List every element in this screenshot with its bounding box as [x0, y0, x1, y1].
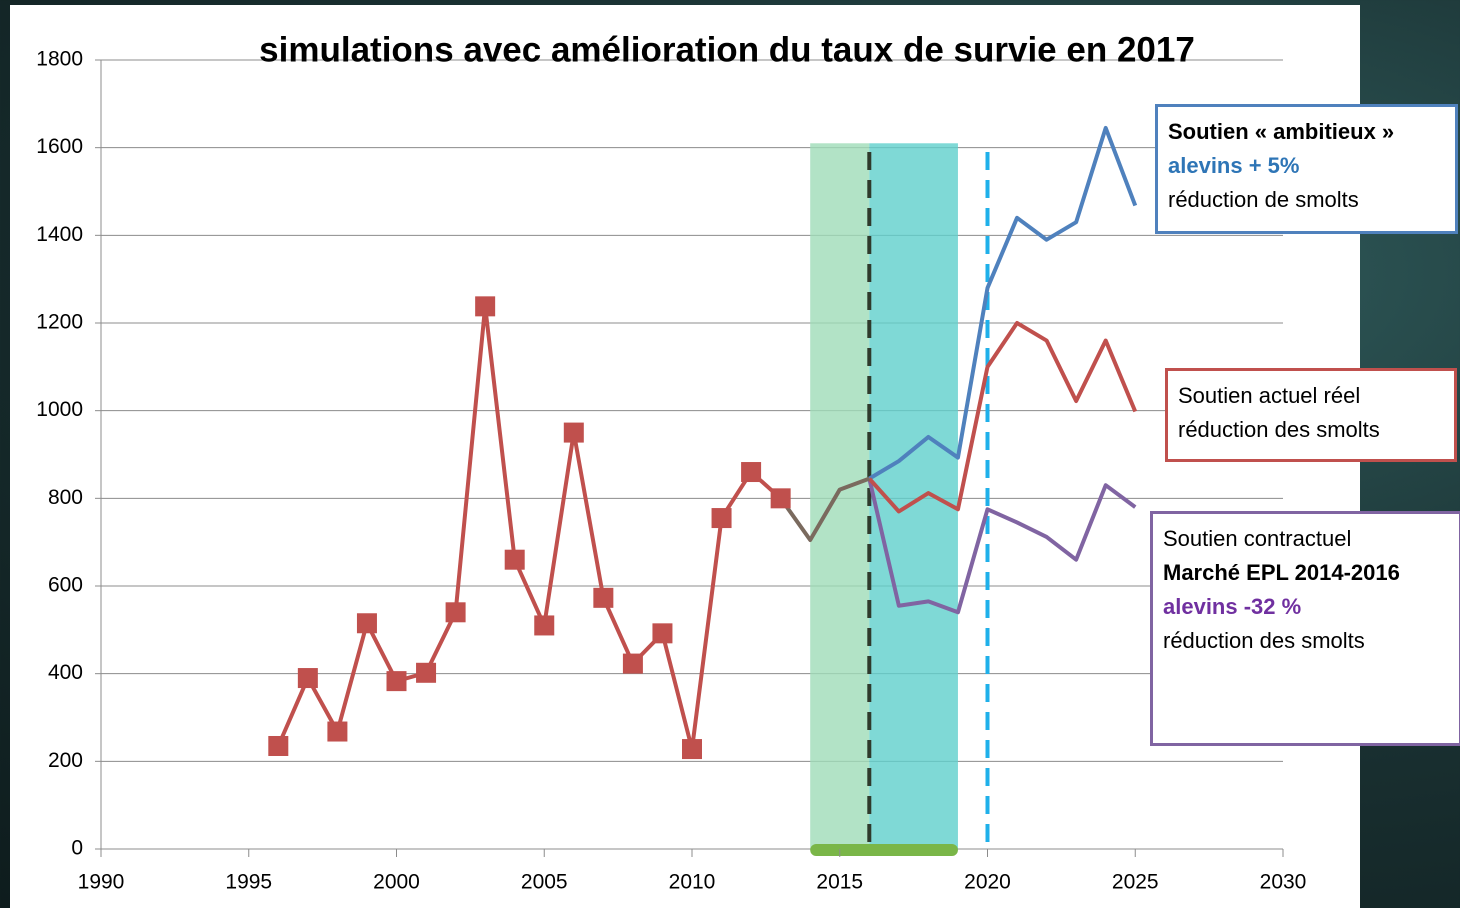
data-marker	[593, 587, 614, 608]
annotation-text: Soutien contractuel	[1163, 526, 1352, 551]
annotation-text: Soutien « ambitieux »	[1168, 119, 1395, 144]
y-tick-label: 1600	[36, 135, 83, 158]
annotation-box: Soutien « ambitieux » alevins + 5% réducti…	[1155, 104, 1458, 234]
period-bar	[810, 844, 958, 856]
x-tick-label: 2005	[521, 871, 568, 894]
y-tick-label: 200	[48, 749, 83, 772]
y-tick-label: 400	[48, 661, 83, 684]
data-marker	[770, 488, 791, 509]
data-marker	[356, 613, 377, 634]
data-marker	[504, 549, 525, 570]
series-line	[868, 125, 1138, 481]
annotation-text: réduction des smolts	[1178, 417, 1380, 442]
data-marker	[622, 653, 643, 674]
data-marker	[682, 739, 702, 760]
y-tick-label: 0	[71, 837, 83, 860]
y-tick-label: 800	[48, 486, 83, 509]
series-line	[867, 321, 1138, 514]
data-marker	[652, 623, 673, 644]
annotation-text: alevins + 5%	[1168, 153, 1300, 178]
x-tick-label: 2000	[373, 871, 420, 894]
series-line	[276, 304, 782, 752]
data-marker	[327, 721, 348, 742]
x-tick-label: 1990	[78, 871, 125, 894]
annotation-text: réduction de smolts	[1168, 187, 1359, 212]
data-marker	[563, 422, 584, 443]
y-tick-label: 1000	[36, 398, 83, 421]
x-tick-label: 1995	[225, 871, 272, 894]
data-marker	[475, 296, 496, 317]
y-tick-label: 1200	[36, 311, 83, 334]
series-line	[867, 478, 1137, 615]
data-marker	[268, 735, 289, 756]
shaded-period	[810, 143, 870, 850]
annotation-text: réduction des smolts	[1163, 628, 1365, 653]
data-marker	[445, 602, 466, 623]
annotation-box: Soutien actuel réel réduction des smolts	[1165, 368, 1457, 462]
x-tick-label: 2015	[816, 871, 863, 894]
y-tick-label: 600	[48, 574, 83, 597]
annotation-box: Soutien contractuel Marché EPL 2014-2016 a…	[1150, 511, 1460, 746]
data-marker	[416, 662, 437, 683]
data-marker	[386, 671, 407, 692]
annotation-text: Marché EPL 2014-2016	[1163, 560, 1400, 585]
series-line	[779, 476, 870, 542]
y-tick-label: 1400	[36, 223, 83, 246]
data-marker	[741, 462, 762, 483]
data-marker	[534, 615, 555, 636]
chart-title: simulations avec amélioration du taux de…	[259, 30, 1195, 69]
x-tick-label: 2010	[669, 871, 716, 894]
x-tick-label: 2030	[1260, 871, 1307, 894]
data-marker	[297, 668, 318, 689]
data-marker	[711, 508, 732, 529]
annotation-text: Soutien actuel réel	[1178, 383, 1361, 408]
annotation-text: alevins -32 %	[1163, 594, 1302, 619]
x-tick-label: 2020	[964, 871, 1011, 894]
y-tick-label: 1800	[36, 48, 83, 71]
x-tick-label: 2025	[1112, 871, 1159, 894]
